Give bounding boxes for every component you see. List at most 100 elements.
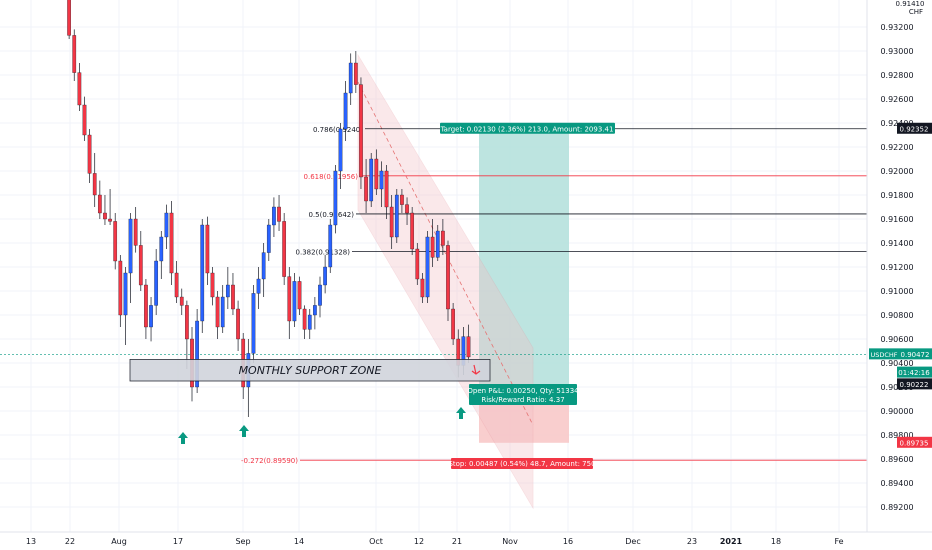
candle-down[interactable] bbox=[231, 284, 235, 310]
candle-down[interactable] bbox=[185, 305, 189, 340]
price-badge: 01:42:16 bbox=[898, 369, 930, 377]
price-badge: 0.89735 bbox=[900, 439, 929, 447]
candle-up[interactable] bbox=[425, 236, 430, 298]
candle-down[interactable] bbox=[97, 194, 102, 214]
candle-down[interactable] bbox=[297, 281, 302, 310]
candle-up[interactable] bbox=[154, 260, 159, 306]
candle-down[interactable] bbox=[179, 296, 184, 306]
candle-down[interactable] bbox=[144, 284, 148, 328]
candle-down[interactable] bbox=[92, 173, 97, 196]
candle-down[interactable] bbox=[138, 245, 143, 286]
candle-down[interactable] bbox=[384, 170, 389, 208]
candle-down[interactable] bbox=[82, 104, 87, 136]
candle-up[interactable] bbox=[159, 236, 164, 262]
candle-down[interactable] bbox=[374, 158, 379, 190]
support-zone-box bbox=[129, 358, 491, 382]
candle-up[interactable] bbox=[200, 224, 205, 322]
candle-down[interactable] bbox=[72, 35, 77, 73]
candle-up[interactable] bbox=[164, 212, 169, 238]
candle-up[interactable] bbox=[369, 158, 374, 202]
fib-label: 0.786(0.9240) bbox=[313, 126, 363, 134]
candle-down[interactable] bbox=[364, 176, 368, 202]
candle-down[interactable] bbox=[430, 236, 435, 258]
candle-down[interactable] bbox=[415, 248, 420, 280]
price-tick-label: 0.89400 bbox=[880, 479, 913, 488]
candle-up[interactable] bbox=[266, 224, 271, 253]
price-badge: 0.92352 bbox=[900, 125, 929, 133]
candle-up[interactable] bbox=[225, 284, 230, 298]
candle-down[interactable] bbox=[174, 272, 179, 298]
price-badge-bg bbox=[897, 436, 932, 448]
candle-down[interactable] bbox=[420, 278, 425, 298]
candle-down[interactable] bbox=[451, 308, 455, 340]
time-axis[interactable]: 13 22 Aug 17 Sep 14 Oct 12 21 Nov 16 Dec 23 2021 18 Fe bbox=[0, 531, 932, 546]
candle-down[interactable] bbox=[446, 245, 450, 310]
candle-up[interactable] bbox=[379, 170, 384, 190]
candle-down[interactable] bbox=[236, 308, 240, 340]
fib-label: 0.5(0.91642) bbox=[308, 211, 354, 219]
candle-up[interactable] bbox=[220, 296, 225, 328]
pnl-label-line2: Risk/Reward Ratio: 4.37 bbox=[481, 396, 564, 404]
candle-down[interactable] bbox=[302, 308, 307, 330]
candle-down[interactable] bbox=[67, 0, 71, 36]
price-badge-bg bbox=[897, 122, 932, 134]
candle-down[interactable] bbox=[287, 276, 292, 322]
candle-up[interactable] bbox=[343, 92, 348, 130]
candle-up[interactable] bbox=[149, 305, 153, 328]
candle-up[interactable] bbox=[394, 194, 399, 238]
candle-down[interactable] bbox=[87, 134, 92, 174]
candle-up[interactable] bbox=[435, 230, 440, 258]
stop-label-bg bbox=[451, 458, 593, 469]
candle-up[interactable] bbox=[318, 284, 322, 306]
candle-down[interactable] bbox=[441, 230, 445, 246]
price-axis[interactable]: 0.932000.930000.928000.926000.924000.922… bbox=[866, 0, 932, 550]
candle-down[interactable] bbox=[77, 72, 82, 106]
candle-down[interactable] bbox=[400, 194, 404, 205]
price-tick-label: 0.91400 bbox=[880, 239, 913, 248]
candle-up[interactable] bbox=[328, 224, 333, 268]
candle-up[interactable] bbox=[333, 170, 338, 226]
time-tick-label: Aug bbox=[111, 537, 127, 546]
price-tick-label: 0.89800 bbox=[880, 431, 913, 440]
candle-down[interactable] bbox=[108, 218, 112, 222]
candle-down[interactable] bbox=[118, 260, 123, 316]
candle-down[interactable] bbox=[282, 221, 287, 277]
candle-down[interactable] bbox=[103, 212, 107, 220]
candle-up[interactable] bbox=[307, 314, 312, 330]
candle-up[interactable] bbox=[292, 281, 297, 322]
candle-up[interactable] bbox=[313, 305, 317, 316]
candle-up[interactable] bbox=[272, 206, 276, 226]
candle-down[interactable] bbox=[405, 204, 409, 214]
candle-down[interactable] bbox=[210, 272, 215, 298]
candle-down[interactable] bbox=[169, 212, 174, 274]
candle-down[interactable] bbox=[359, 84, 363, 178]
fib-label: -0.272(0.89590) bbox=[241, 457, 298, 465]
candle-down[interactable] bbox=[113, 221, 118, 262]
time-tick-label: 12 bbox=[414, 537, 424, 546]
candle-down[interactable] bbox=[466, 336, 471, 358]
stop-label: Stop: 0.00487 (0.54%) 48.7, Amount: 750 bbox=[448, 460, 595, 468]
candle-up[interactable] bbox=[195, 320, 199, 388]
target-label-bg bbox=[440, 122, 615, 134]
candle-down[interactable] bbox=[215, 296, 220, 328]
candle-up[interactable] bbox=[261, 252, 266, 280]
candle-down[interactable] bbox=[389, 206, 394, 238]
candle-up[interactable] bbox=[338, 128, 343, 172]
candle-down[interactable] bbox=[410, 212, 415, 250]
target-zone bbox=[479, 128, 569, 385]
price-tick-label: 0.93000 bbox=[880, 47, 913, 56]
candle-up[interactable] bbox=[256, 278, 261, 294]
candle-up[interactable] bbox=[251, 293, 256, 354]
candle-up[interactable] bbox=[123, 272, 128, 316]
price-tick-label: 0.89600 bbox=[880, 455, 913, 464]
candle-down[interactable] bbox=[133, 218, 138, 246]
candle-up[interactable] bbox=[348, 62, 353, 94]
candle-up[interactable] bbox=[128, 218, 133, 274]
fib-levels: 0.786(0.9240) 0.618(0.91956) 0.5(0.91642) 0… bbox=[0, 126, 867, 465]
candle-down[interactable] bbox=[353, 62, 358, 85]
time-tick-label: Nov bbox=[502, 537, 518, 546]
candle-down[interactable] bbox=[205, 224, 210, 274]
candle-down[interactable] bbox=[277, 206, 281, 222]
candle-up[interactable] bbox=[323, 266, 327, 286]
